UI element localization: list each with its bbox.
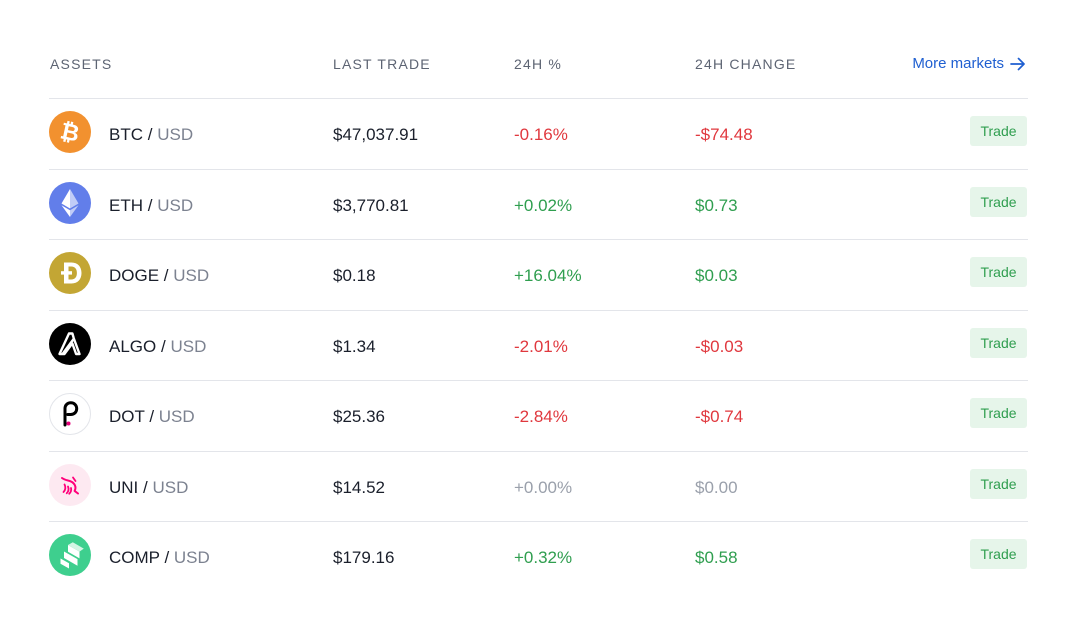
- more-markets-link[interactable]: More markets: [912, 55, 1026, 72]
- pair-separator: /: [160, 336, 166, 356]
- asset-symbol: COMP: [109, 548, 160, 567]
- pair-separator: /: [163, 266, 169, 285]
- 24h-percent: -2.01%: [514, 336, 568, 356]
- column-header-last-trade: LAST TRADE: [333, 56, 431, 72]
- 24h-change: -$0.74: [695, 407, 744, 426]
- trade-button[interactable]: Trade: [970, 186, 1027, 217]
- table-row: ALGO / USD $1.34 -2.01% -$0.03 Trade: [49, 311, 1028, 381]
- asset-pair: ALGO / USD: [109, 337, 206, 357]
- uniswap-icon: [49, 463, 91, 506]
- asset-symbol: ETH: [109, 195, 143, 215]
- quote-currency: USD: [170, 336, 207, 356]
- table-row: DOGE / USD $0.18 +16.04% $0.03 Trade: [49, 240, 1028, 311]
- column-header-24h-change: 24H CHANGE: [695, 56, 797, 72]
- 24h-percent: +0.32%: [514, 548, 573, 567]
- asset-symbol: UNI: [109, 477, 139, 497]
- table-row: COMP / USD $179.16 +0.32% $0.58 Trade: [49, 522, 1028, 593]
- svg-text:₿: ₿: [58, 118, 82, 147]
- pair-separator: /: [143, 477, 148, 497]
- arrow-right-icon: [1010, 57, 1026, 71]
- column-header-24h-percent: 24H %: [514, 56, 563, 72]
- 24h-change: $0.00: [695, 477, 738, 497]
- quote-currency: USD: [157, 125, 194, 144]
- asset-symbol: BTC: [109, 125, 143, 144]
- asset-symbol: ALGO: [109, 336, 157, 356]
- table-row: ETH / USD $3,770.81 +0.02% $0.73 Trade: [49, 170, 1028, 240]
- last-trade-price: $47,037.91: [333, 125, 419, 144]
- asset-symbol: DOT: [109, 407, 145, 426]
- 24h-change: -$74.48: [695, 125, 753, 144]
- dogecoin-icon: [49, 252, 91, 294]
- markets-table: ASSETS LAST TRADE 24H % 24H CHANGE More …: [49, 44, 1028, 593]
- table-header: ASSETS LAST TRADE 24H % 24H CHANGE More …: [49, 44, 1028, 99]
- asset-pair: UNI / USD: [109, 478, 188, 498]
- table-row: UNI / USD $14.52 +0.00% $0.00 Trade: [49, 452, 1028, 522]
- quote-currency: USD: [173, 548, 210, 567]
- pair-separator: /: [164, 548, 170, 567]
- last-trade-price: $25.36: [333, 407, 385, 426]
- 24h-change: $0.03: [695, 266, 738, 285]
- quote-currency: USD: [158, 407, 195, 426]
- asset-pair: DOGE / USD: [109, 266, 209, 286]
- trade-button[interactable]: Trade: [970, 539, 1027, 569]
- algorand-icon: [49, 322, 91, 365]
- last-trade-price: $14.52: [333, 477, 385, 497]
- 24h-percent: -0.16%: [514, 125, 568, 144]
- last-trade-price: $0.18: [333, 266, 376, 285]
- asset-pair: ETH / USD: [109, 196, 193, 216]
- pair-separator: /: [149, 407, 155, 426]
- polkadot-icon: [49, 393, 91, 435]
- asset-pair: COMP / USD: [109, 548, 210, 568]
- asset-pair: DOT / USD: [109, 407, 195, 427]
- column-header-assets: ASSETS: [50, 56, 113, 72]
- last-trade-price: $3,770.81: [333, 195, 409, 215]
- bitcoin-icon: ₿: [49, 111, 91, 153]
- 24h-percent: +16.04%: [514, 266, 582, 285]
- last-trade-price: $179.16: [333, 548, 395, 567]
- trade-button[interactable]: Trade: [970, 116, 1027, 146]
- asset-symbol: DOGE: [109, 266, 160, 285]
- asset-pair: BTC / USD: [109, 125, 193, 145]
- trade-button[interactable]: Trade: [970, 327, 1027, 358]
- quote-currency: USD: [157, 195, 194, 215]
- quote-currency: USD: [173, 266, 210, 285]
- table-row: ₿ BTC / USD $47,037.91 -0.16% -$74.48 Tr…: [49, 99, 1028, 170]
- 24h-percent: -2.84%: [514, 407, 568, 426]
- 24h-change: $0.73: [695, 195, 738, 215]
- pair-separator: /: [147, 125, 153, 144]
- 24h-change: $0.58: [695, 548, 738, 567]
- trade-button[interactable]: Trade: [970, 468, 1027, 499]
- table-row: DOT / USD $25.36 -2.84% -$0.74 Trade: [49, 381, 1028, 452]
- ethereum-icon: [49, 181, 91, 224]
- last-trade-price: $1.34: [333, 336, 376, 356]
- pair-separator: /: [147, 195, 153, 215]
- trade-button[interactable]: Trade: [970, 398, 1027, 428]
- more-markets-label: More markets: [912, 55, 1004, 72]
- 24h-change: -$0.03: [695, 336, 744, 356]
- 24h-percent: +0.02%: [514, 195, 573, 215]
- 24h-percent: +0.00%: [514, 477, 573, 497]
- quote-currency: USD: [152, 477, 189, 497]
- trade-button[interactable]: Trade: [970, 257, 1027, 287]
- compound-icon: [49, 534, 91, 576]
